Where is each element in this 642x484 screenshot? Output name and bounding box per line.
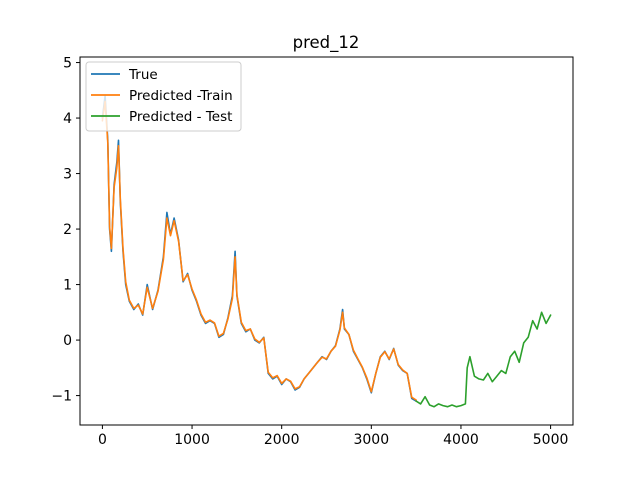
series-line-1 <box>101 100 417 401</box>
y-tick-label: 4 <box>63 111 72 127</box>
x-tick-label: 2000 <box>264 432 300 448</box>
y-tick-label: 0 <box>63 333 72 349</box>
y-tick-label: −1 <box>51 389 72 405</box>
x-tick-label: 5000 <box>533 432 569 448</box>
legend-label-2: Predicted - Test <box>129 109 232 125</box>
legend: True Predicted -Train Predicted - Test <box>85 61 242 132</box>
y-tick-label: 3 <box>63 167 72 183</box>
x-tick-label: 3000 <box>353 432 389 448</box>
legend-label-0: True <box>128 67 158 83</box>
y-tick-label: 2 <box>63 222 72 238</box>
legend-box <box>85 61 242 132</box>
y-tick-label: 5 <box>63 56 72 72</box>
x-tick-label: 1000 <box>174 432 210 448</box>
y-tick-label: 1 <box>63 278 72 294</box>
series-line-2 <box>415 311 552 408</box>
series-layer <box>101 95 552 408</box>
legend-label-1: Predicted -Train <box>129 88 233 104</box>
axes-frame <box>79 56 574 426</box>
axes-layer: 0 1000 2000 3000 4000 5000 −1 0 1 2 3 4 5 <box>51 56 574 448</box>
x-tick-label: 0 <box>98 432 107 448</box>
x-tick-label: 4000 <box>443 432 479 448</box>
chart-title: pred_12 <box>293 33 360 53</box>
